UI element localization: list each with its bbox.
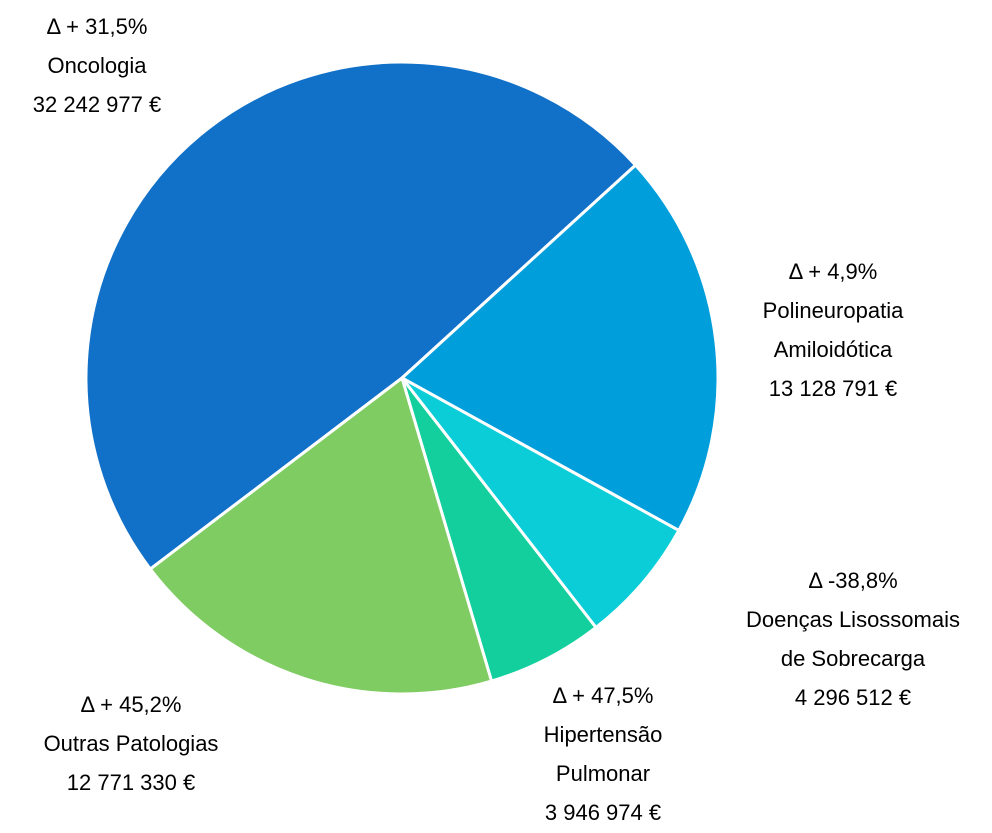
value-label: 4 296 512 €: [795, 685, 911, 710]
slice-label: Polineuropatia: [763, 298, 904, 323]
value-label: 13 128 791 €: [769, 376, 897, 401]
slice-label: de Sobrecarga: [781, 646, 926, 671]
pie-slice: [400, 376, 681, 630]
slice-annotation: Δ -38,8%: [808, 568, 897, 593]
slice-annotation: Δ + 31,5%: [47, 14, 148, 39]
slice-annotation: Δ + 47,5%: [553, 683, 654, 708]
slice-label: Hipertensão: [544, 722, 663, 747]
slice-annotation: Δ + 45,2%: [81, 692, 182, 717]
value-label: 12 771 330 €: [67, 770, 195, 795]
slice-label: Oncologia: [47, 53, 147, 78]
pie-slice: [399, 162, 720, 533]
slice-label: Outras Patologias: [44, 731, 219, 756]
slice-label: Amiloidótica: [774, 337, 893, 362]
slice-annotation: Δ + 4,9%: [789, 259, 878, 284]
value-label: 3 946 974 €: [545, 800, 661, 825]
value-label: 32 242 977 €: [33, 92, 161, 117]
pie-slice: [84, 60, 638, 572]
pie-slice: [148, 375, 494, 696]
slice-label: Doenças Lisossomais: [746, 607, 960, 632]
slice-label: Pulmonar: [556, 761, 650, 786]
